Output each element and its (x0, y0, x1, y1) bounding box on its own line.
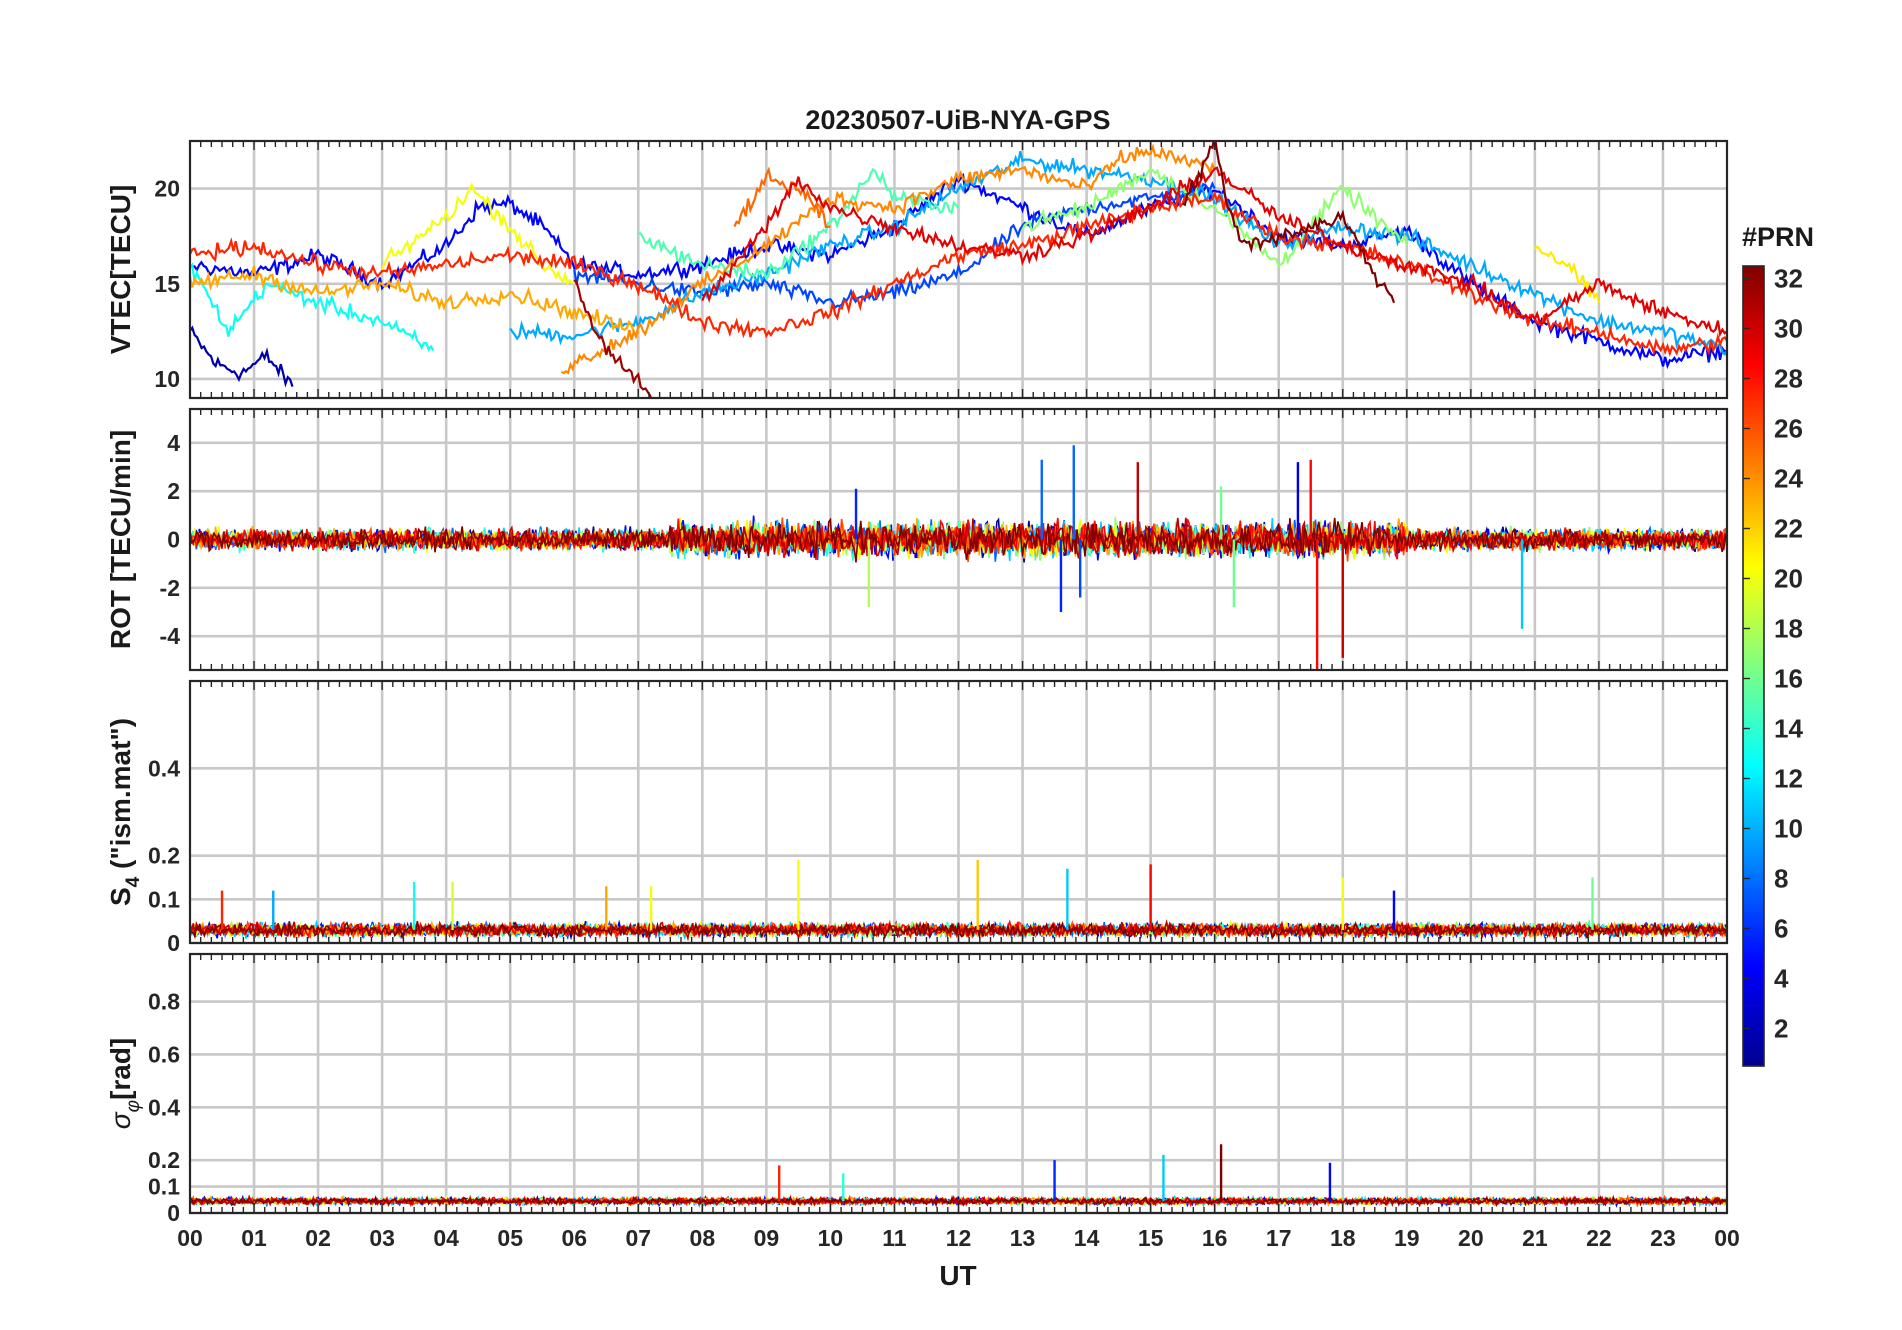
x-tick-label: 00 (177, 1225, 203, 1251)
y-tick-label: 0.2 (148, 843, 180, 869)
colorbar-tick-label: 18 (1774, 614, 1803, 644)
panel-traces (190, 445, 1727, 670)
panel-3: 0 0.1 0.2 0.4S4 ("ism.mat") (105, 679, 1729, 956)
vtec-series-prn-29 (701, 166, 1727, 338)
vtec-series-prn-15 (638, 167, 960, 282)
y-tick-label: 15 (154, 271, 180, 297)
y-tick-label: 0.1 (148, 886, 180, 912)
panel-traces (190, 141, 1727, 398)
y-tick-label: 2 (167, 478, 180, 504)
x-tick-label: 20 (1458, 1225, 1484, 1251)
vtec-series-prn-17 (1021, 167, 1408, 268)
vtec-series-prn-31 (573, 279, 653, 398)
noise-series-prn-32 (190, 517, 1727, 563)
x-tick-label: 22 (1586, 1225, 1612, 1251)
x-tick-label: 15 (1138, 1225, 1164, 1251)
y-tick-label: 0.4 (148, 755, 180, 781)
colorbar-tick-label: 30 (1774, 314, 1803, 344)
panel-2: -4 -2 0 2 4 ROT [TECU/min] (105, 407, 1729, 672)
x-tick-label: 14 (1074, 1225, 1100, 1251)
colorbar-tick-label: 6 (1774, 914, 1788, 944)
vtec-series-prn-13 (190, 262, 435, 352)
y-tick-label: -4 (160, 623, 181, 649)
y-tick-label: 0 (167, 930, 180, 956)
y-tick-label: 0.8 (148, 989, 180, 1015)
x-tick-label: 00 (1714, 1225, 1740, 1251)
colorbar-tick-label: 26 (1774, 414, 1803, 444)
x-tick-label: 17 (1266, 1225, 1292, 1251)
x-tick-label: 11 (882, 1225, 907, 1251)
colorbar-tick-label: 28 (1774, 364, 1803, 394)
y-tick-label: -2 (160, 575, 180, 601)
panel-1: 10 15 20 VTEC[TECU] (105, 139, 1729, 400)
colorbar-tick-label: 12 (1774, 764, 1803, 794)
colorbar-tick-label: 14 (1774, 714, 1803, 744)
colorbar-tick-label: 10 (1774, 814, 1803, 844)
vtec-series-prn-24 (560, 143, 1216, 375)
x-tick-label: 19 (1394, 1225, 1420, 1251)
colorbar-tick-label: 2 (1774, 1014, 1788, 1044)
vtec-series-prn-27 (190, 190, 1727, 357)
x-tick-label: 03 (369, 1225, 395, 1251)
x-tick-label: 08 (690, 1225, 716, 1251)
x-tick-label: 18 (1330, 1225, 1356, 1251)
y-tick-label: 0.1 (148, 1174, 180, 1200)
chart-title: 20230507-UiB-NYA-GPS (805, 105, 1110, 135)
x-tick-label: 05 (497, 1225, 523, 1251)
y-tick-label: 10 (154, 366, 180, 392)
vtec-series-prn-7 (573, 180, 1216, 310)
colorbar-tick-label: 32 (1774, 264, 1803, 294)
colorbar-gradient (1742, 265, 1765, 1067)
y-axis-label: σφ[rad] (105, 1038, 144, 1130)
y-axis-label: ROT [TECU/min] (105, 430, 136, 649)
colorbar-tick-label: 16 (1774, 664, 1803, 694)
y-tick-label: 4 (167, 430, 180, 456)
panel-4: 00.10.2 0.4 0.6 0.8σφ[rad] (105, 952, 1729, 1226)
x-tick-label: 12 (946, 1225, 972, 1251)
x-tick-label: 07 (625, 1225, 651, 1251)
y-tick-label: 0 (167, 1200, 180, 1226)
vtec-series-prn-2 (190, 325, 294, 388)
vtec-series-prn-21 (1534, 245, 1600, 304)
y-tick-label: 0.6 (148, 1041, 180, 1067)
x-tick-label: 06 (561, 1225, 587, 1251)
x-tick-label: 02 (305, 1225, 331, 1251)
y-axis-label: VTEC[TECU] (105, 185, 136, 355)
vtec-series-prn-25 (733, 166, 831, 229)
y-tick-label: 20 (154, 176, 180, 202)
x-tick-label: 16 (1202, 1225, 1228, 1251)
vtec-series-prn-32 (1182, 141, 1396, 304)
x-tick-label: 13 (1010, 1225, 1036, 1251)
x-axis-label: UT (939, 1260, 976, 1291)
colorbar-tick-label: 8 (1774, 864, 1788, 894)
colorbar-tick-label: 20 (1774, 564, 1803, 594)
x-tick-label: 04 (433, 1225, 459, 1251)
y-tick-label: 0.2 (148, 1147, 180, 1173)
colorbar-tick-label: 4 (1774, 964, 1789, 994)
colorbar-tick-label: 24 (1774, 464, 1803, 494)
x-tick-label: 09 (754, 1225, 780, 1251)
y-tick-label: 0.4 (148, 1094, 180, 1120)
vtec-series-prn-10 (509, 151, 1727, 356)
y-axis-label: S4 ("ism.mat") (105, 718, 144, 906)
y-tick-label: 0 (167, 527, 180, 553)
x-tick-label: 21 (1522, 1225, 1548, 1251)
vtec-series-prn-23 (190, 265, 640, 340)
colorbar-label: #PRN (1742, 222, 1814, 252)
x-tick-label: 01 (241, 1225, 267, 1251)
noise-series-prn-32 (190, 919, 1727, 941)
x-tick-label: 10 (818, 1225, 844, 1251)
x-tick-label: 23 (1650, 1225, 1676, 1251)
colorbar-tick-label: 22 (1774, 514, 1803, 544)
